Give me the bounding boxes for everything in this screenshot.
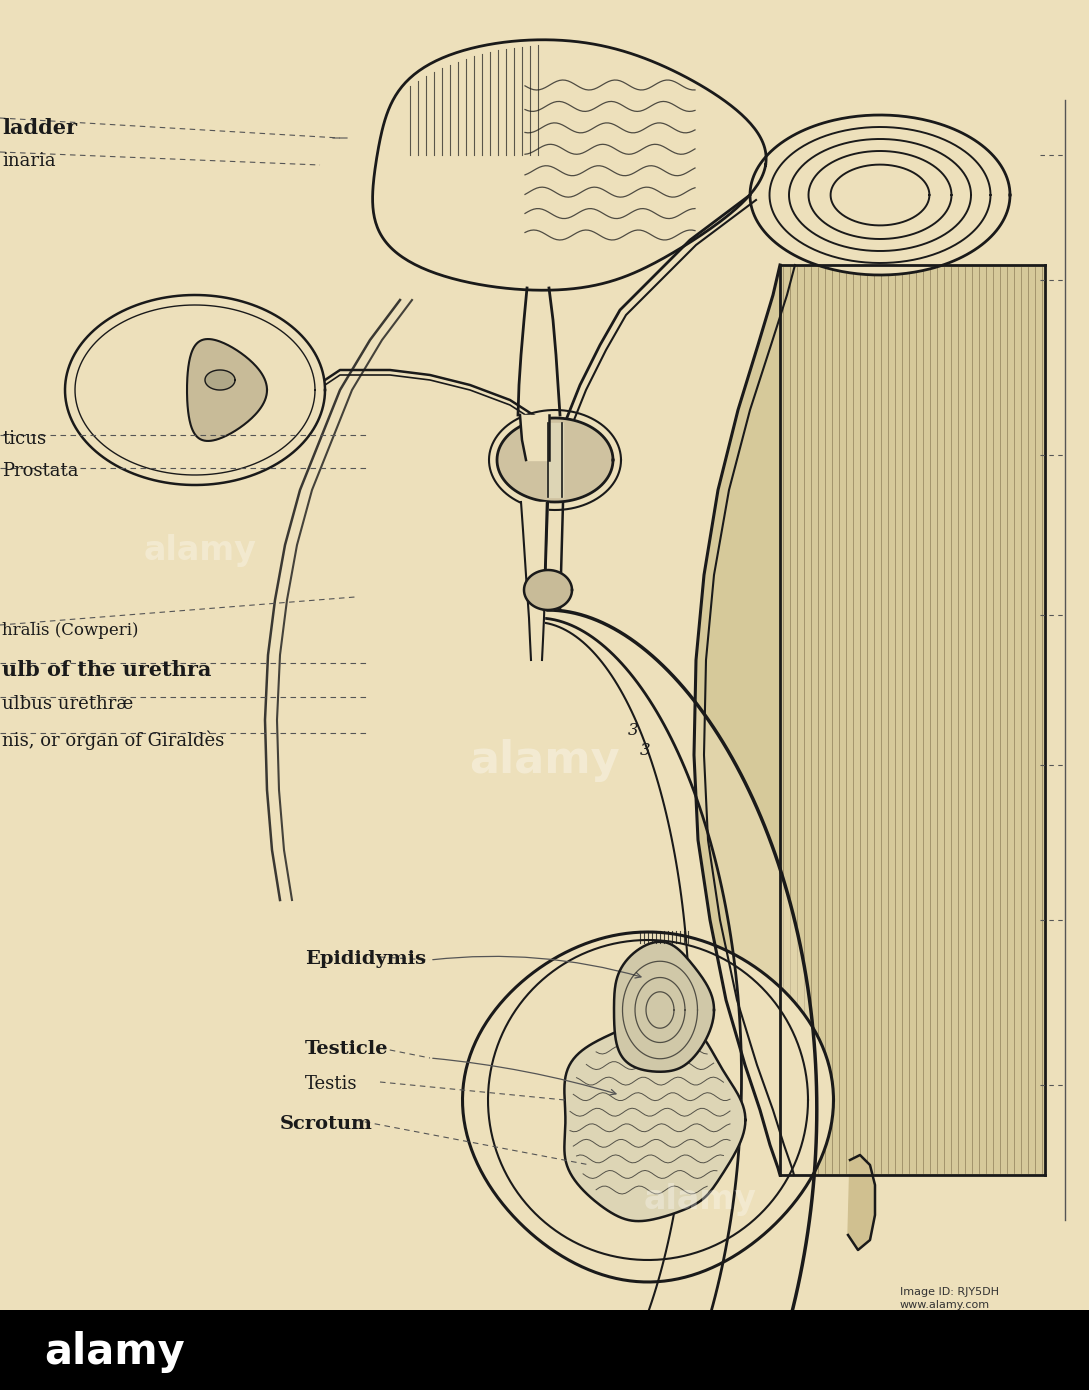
Text: inaria: inaria [2,152,56,170]
Polygon shape [463,933,833,1282]
Text: nis, or organ of Giraldès: nis, or organ of Giraldès [2,730,224,749]
Polygon shape [750,115,1010,275]
Text: hralis (Cowperi): hralis (Cowperi) [2,621,138,639]
Bar [780,265,1045,1175]
Text: alamy: alamy [468,738,620,781]
Text: Epididymis: Epididymis [305,949,426,967]
Polygon shape [848,1155,874,1250]
Polygon shape [614,942,714,1072]
Text: ulbus urethræ: ulbus urethræ [2,695,133,713]
Text: ladder: ladder [2,118,77,138]
Polygon shape [372,40,767,291]
Bar [0,1309,1089,1390]
Text: alamy: alamy [144,534,256,567]
Polygon shape [187,339,267,441]
Text: 3: 3 [628,721,638,739]
Polygon shape [497,418,613,502]
Text: Testis: Testis [305,1074,357,1093]
Text: ticus: ticus [2,430,46,448]
Text: 3: 3 [640,742,650,759]
Polygon shape [205,370,235,391]
Polygon shape [564,1019,745,1222]
Text: alamy: alamy [644,1183,757,1216]
Text: alamy: alamy [45,1332,185,1373]
Text: www.alamy.com: www.alamy.com [900,1300,990,1309]
Text: Scrotum: Scrotum [280,1115,372,1133]
Text: Testicle: Testicle [305,1040,389,1058]
Polygon shape [65,295,325,485]
Polygon shape [524,570,572,610]
Text: Prostata: Prostata [2,461,78,480]
Text: Image ID: RJY5DH: Image ID: RJY5DH [900,1287,999,1297]
Text: ulb of the urethra: ulb of the urethra [2,660,211,680]
